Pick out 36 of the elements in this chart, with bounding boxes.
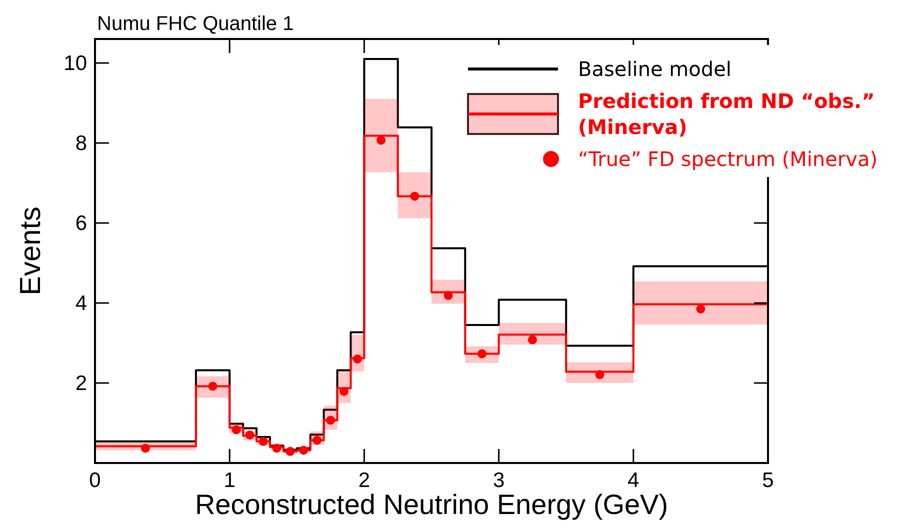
y-tick-label: 4 (75, 292, 88, 315)
point (477, 349, 486, 358)
legend-label: “True” FD spectrum (Minerva) (578, 147, 878, 171)
point (326, 416, 336, 425)
point (696, 304, 706, 314)
point (595, 370, 604, 380)
y-tick-label: 8 (75, 132, 87, 155)
point (352, 354, 362, 364)
point (286, 446, 295, 456)
point (528, 335, 537, 344)
legend-label: Baseline model (578, 57, 732, 81)
point (410, 192, 420, 201)
point (140, 444, 150, 453)
point (376, 136, 386, 145)
x-axis-title: Reconstructed Neutrino Energy (GeV) (194, 489, 668, 520)
x-tick-label: 0 (89, 469, 101, 492)
point (340, 386, 349, 396)
point (232, 425, 241, 434)
x-tick-label: 4 (628, 469, 640, 492)
legend-label: Prediction from ND “obs.” (Minerva) (578, 89, 875, 139)
point (208, 382, 218, 391)
y-tick-label: 2 (75, 372, 87, 395)
x-tick-label: 5 (762, 469, 774, 492)
point (444, 290, 453, 300)
y-axis-title: Events (15, 206, 47, 296)
point (312, 436, 322, 445)
x-tick-label: 3 (492, 469, 505, 492)
x-tick-label: 2 (358, 469, 370, 492)
point (245, 430, 254, 440)
x-tick-label: 1 (224, 469, 236, 492)
point (299, 446, 308, 455)
chart-title: Numu FHC Quantile 1 (97, 13, 294, 35)
point (258, 436, 268, 446)
y-tick-label: 6 (75, 212, 87, 235)
y-tick-label: 10 (64, 52, 87, 75)
point (272, 444, 282, 453)
